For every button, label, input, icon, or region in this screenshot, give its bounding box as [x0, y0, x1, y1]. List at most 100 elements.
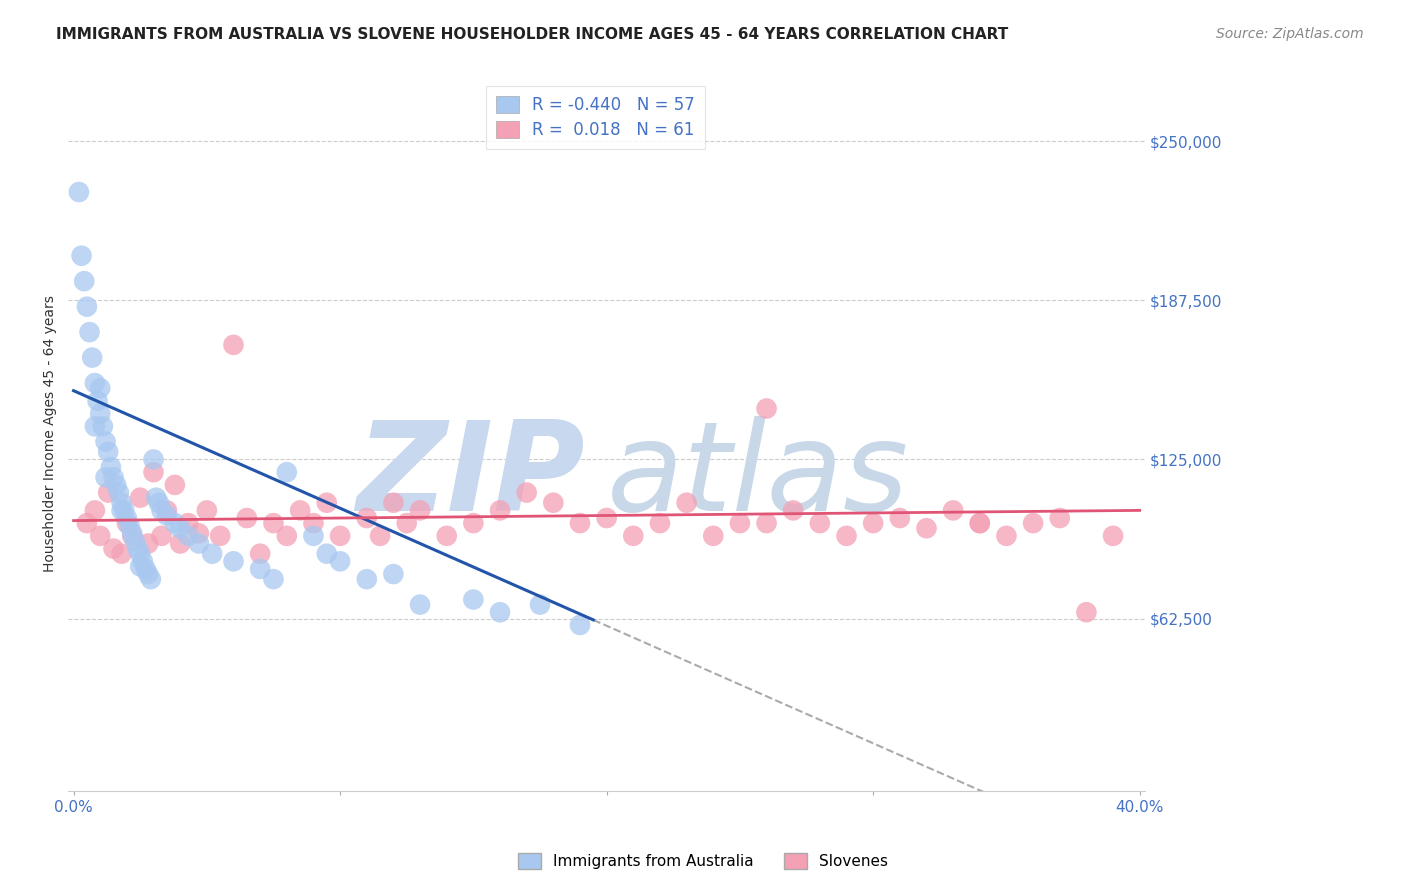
- Point: [209, 529, 232, 543]
- Point: [121, 529, 143, 543]
- Point: [569, 618, 592, 632]
- Point: [135, 562, 157, 576]
- Point: [177, 516, 200, 530]
- Point: [150, 503, 173, 517]
- Point: [94, 470, 117, 484]
- Point: [728, 516, 751, 530]
- Point: [236, 511, 259, 525]
- Point: [142, 452, 165, 467]
- Point: [136, 567, 159, 582]
- Point: [187, 536, 209, 550]
- Point: [436, 529, 458, 543]
- Point: [73, 274, 96, 288]
- Point: [648, 516, 671, 530]
- Point: [129, 491, 152, 505]
- Point: [115, 511, 138, 525]
- Point: [942, 503, 965, 517]
- Point: [124, 533, 146, 548]
- Legend: R = -0.440   N = 57, R =  0.018   N = 61: R = -0.440 N = 57, R = 0.018 N = 61: [485, 86, 706, 149]
- Point: [89, 529, 111, 543]
- Point: [156, 503, 179, 517]
- Point: [177, 529, 200, 543]
- Point: [249, 547, 271, 561]
- Point: [156, 508, 179, 523]
- Point: [83, 503, 105, 517]
- Point: [82, 351, 104, 365]
- Point: [356, 511, 378, 525]
- Point: [755, 401, 778, 416]
- Text: atlas: atlas: [606, 417, 908, 537]
- Point: [108, 485, 131, 500]
- Point: [755, 516, 778, 530]
- Point: [595, 511, 617, 525]
- Point: [201, 547, 224, 561]
- Point: [115, 516, 138, 530]
- Point: [187, 526, 209, 541]
- Point: [1022, 516, 1045, 530]
- Point: [529, 598, 551, 612]
- Point: [86, 393, 108, 408]
- Point: [463, 516, 485, 530]
- Point: [969, 516, 991, 530]
- Point: [276, 529, 298, 543]
- Point: [103, 541, 125, 556]
- Point: [129, 547, 152, 561]
- Point: [382, 567, 405, 582]
- Point: [409, 598, 432, 612]
- Point: [463, 592, 485, 607]
- Legend: Immigrants from Australia, Slovenes: Immigrants from Australia, Slovenes: [512, 847, 894, 875]
- Point: [702, 529, 724, 543]
- Point: [169, 521, 191, 535]
- Point: [83, 419, 105, 434]
- Point: [91, 419, 114, 434]
- Point: [1049, 511, 1071, 525]
- Point: [315, 547, 337, 561]
- Point: [835, 529, 858, 543]
- Point: [995, 529, 1018, 543]
- Point: [94, 434, 117, 449]
- Point: [195, 503, 218, 517]
- Point: [118, 518, 141, 533]
- Point: [150, 529, 173, 543]
- Point: [89, 381, 111, 395]
- Point: [782, 503, 804, 517]
- Point: [110, 503, 132, 517]
- Point: [97, 485, 120, 500]
- Point: [163, 478, 186, 492]
- Point: [142, 465, 165, 479]
- Point: [862, 516, 884, 530]
- Point: [129, 559, 152, 574]
- Point: [110, 496, 132, 510]
- Point: [249, 562, 271, 576]
- Point: [1076, 605, 1098, 619]
- Point: [105, 478, 128, 492]
- Point: [395, 516, 418, 530]
- Point: [569, 516, 592, 530]
- Point: [76, 300, 98, 314]
- Point: [97, 445, 120, 459]
- Point: [543, 496, 565, 510]
- Point: [302, 516, 325, 530]
- Point: [67, 185, 90, 199]
- Point: [262, 572, 284, 586]
- Y-axis label: Householder Income Ages 45 - 64 years: Householder Income Ages 45 - 64 years: [44, 295, 58, 573]
- Point: [516, 485, 538, 500]
- Point: [489, 605, 512, 619]
- Point: [222, 338, 245, 352]
- Point: [315, 496, 337, 510]
- Point: [121, 526, 143, 541]
- Point: [222, 554, 245, 568]
- Point: [136, 536, 159, 550]
- Point: [139, 572, 162, 586]
- Point: [110, 547, 132, 561]
- Point: [329, 529, 352, 543]
- Point: [1102, 529, 1125, 543]
- Point: [889, 511, 911, 525]
- Point: [368, 529, 391, 543]
- Point: [89, 407, 111, 421]
- Point: [112, 503, 135, 517]
- Point: [148, 496, 170, 510]
- Point: [329, 554, 352, 568]
- Point: [675, 496, 697, 510]
- Point: [127, 541, 149, 556]
